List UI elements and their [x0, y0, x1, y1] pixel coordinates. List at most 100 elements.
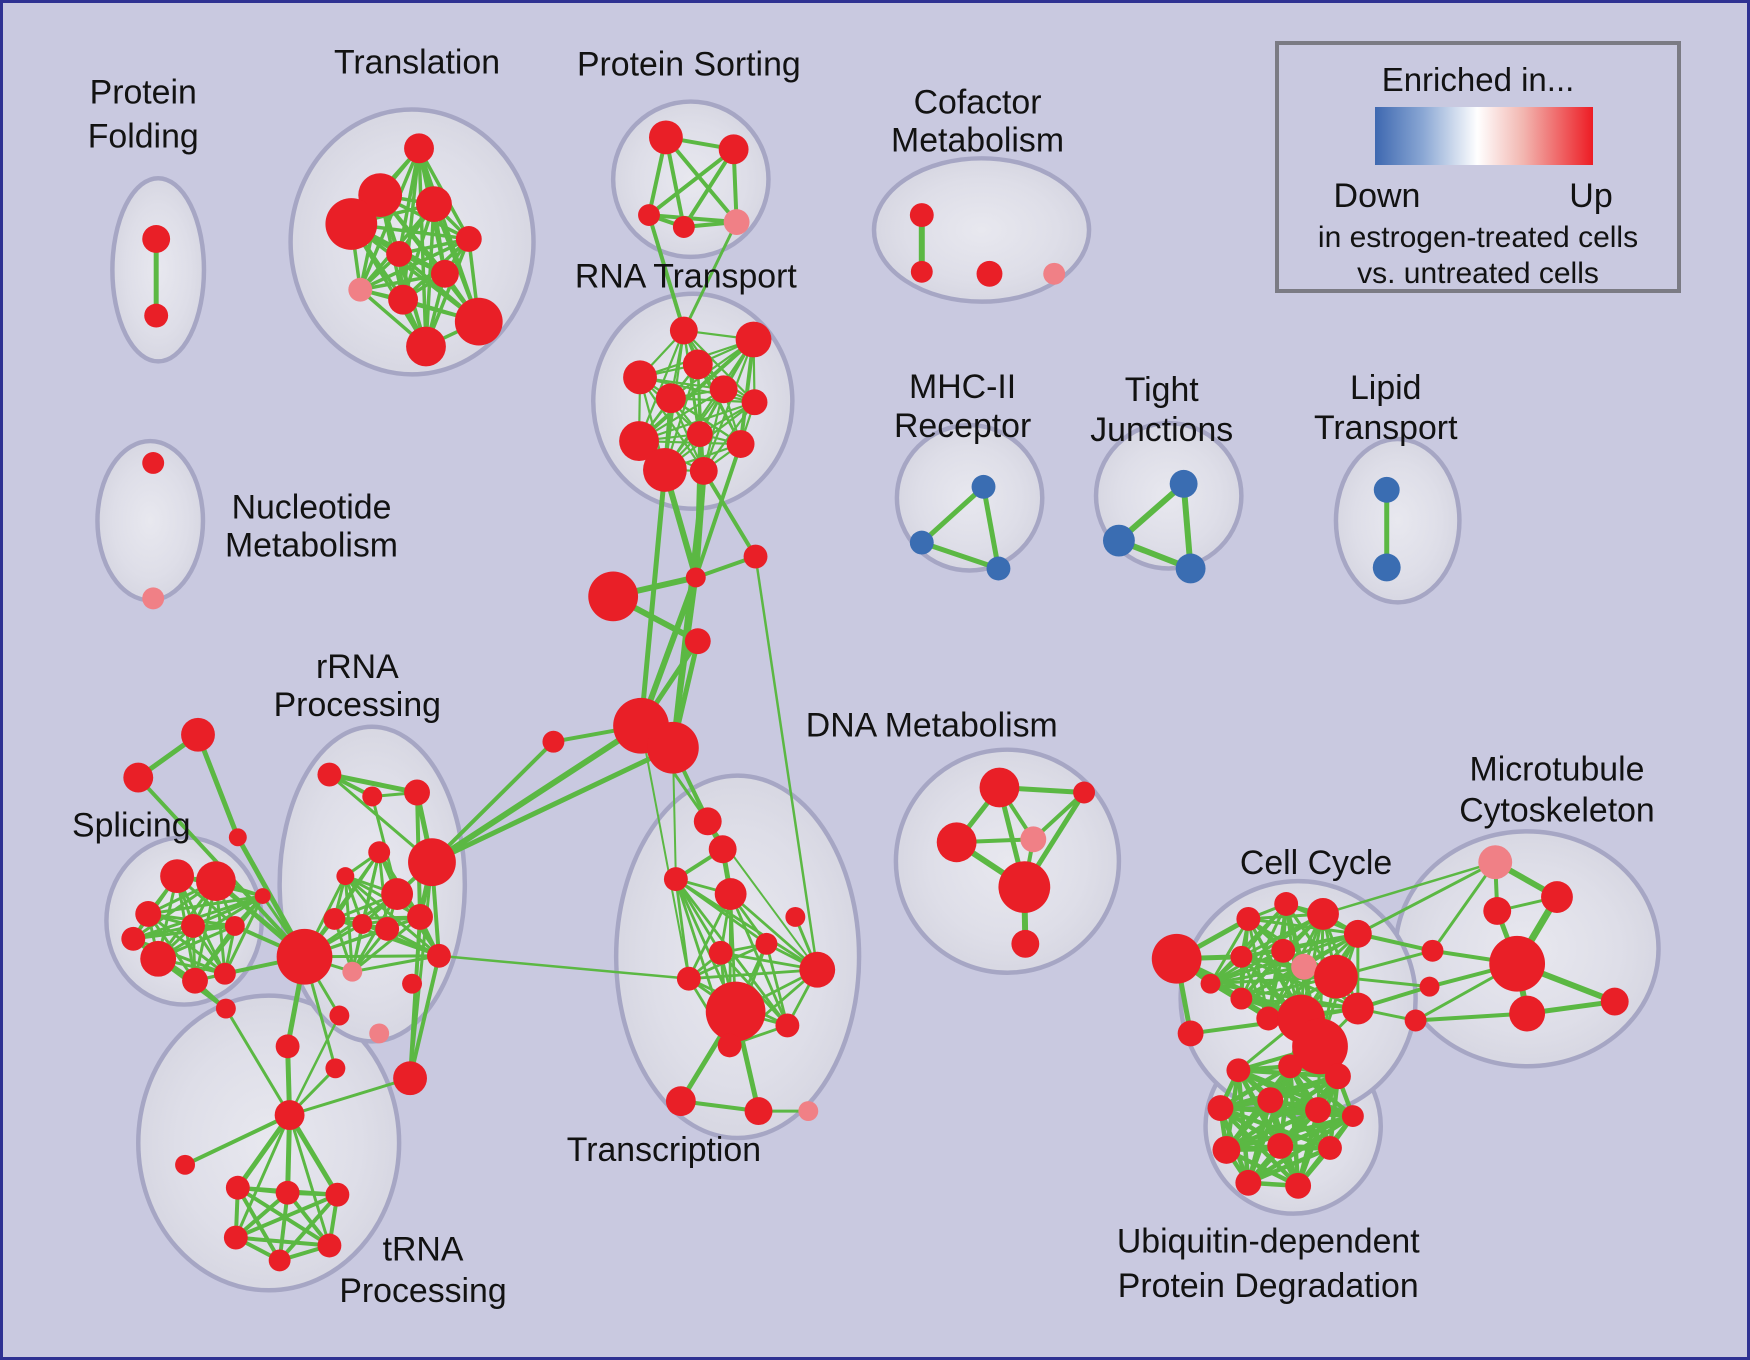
gene-set-node-up [215, 998, 236, 1019]
gene-set-node-up [175, 1154, 196, 1175]
gene-set-node-up [1271, 938, 1296, 963]
legend-caption-line2: vs. untreated cells [1357, 257, 1599, 290]
gene-set-node-up [655, 383, 686, 414]
gene-set-node-up [196, 861, 236, 902]
cluster-rna-transport-label: RNA Transport [575, 258, 797, 296]
gene-set-node-up [416, 186, 452, 223]
gene-set-node-up [1235, 1169, 1262, 1196]
network-edge [430, 740, 555, 864]
gene-set-node-up [336, 867, 355, 886]
gene-set-node-up [144, 303, 169, 328]
cluster-cofactor-metabolism-label: Cofactor [914, 84, 1042, 122]
gene-set-node-up [1278, 1054, 1303, 1079]
gene-set-node-up [317, 1233, 342, 1258]
gene-set-node-up [714, 878, 747, 910]
gene-set-node-up [665, 1086, 696, 1117]
network-edge [1247, 1114, 1355, 1185]
network-edge [1415, 1011, 1528, 1023]
network-edge [236, 1186, 282, 1262]
gene-set-node-up [1483, 897, 1512, 925]
gene-set-node-up [275, 1180, 300, 1205]
network-edge [1247, 1145, 1331, 1185]
gene-set-node-up [542, 730, 565, 753]
network-edge [195, 733, 241, 839]
cluster-protein-sorting-label: Protein Sorting [577, 46, 801, 84]
gene-set-node-slightly-up [1020, 826, 1047, 853]
network-edge [1279, 1113, 1354, 1149]
gene-set-node-up [402, 973, 423, 994]
legend-caption-line1: in estrogen-treated cells [1317, 221, 1639, 254]
gene-set-node-up [368, 841, 391, 864]
network-edge [920, 540, 1000, 571]
gene-set-node-up [213, 962, 236, 985]
gene-set-node-up [909, 203, 934, 228]
network-edge [359, 272, 446, 292]
network-edge [278, 1193, 339, 1262]
gene-set-node-up [408, 838, 456, 887]
gene-set-node-up [1600, 987, 1629, 1016]
gene-set-node-up [726, 430, 755, 458]
gene-set-node-up [1307, 898, 1339, 930]
cluster-nucleotide-metabolism-label: Nucleotide [232, 489, 392, 527]
gene-set-node-up [588, 571, 639, 622]
gene-set-node-slightly-up [1043, 262, 1066, 285]
gene-set-node-up [1267, 1132, 1294, 1159]
gene-set-node-down [1175, 553, 1206, 584]
network-edge [702, 389, 725, 472]
cluster-rrna-processing-label: rRNA [316, 648, 399, 686]
gene-set-node-up [325, 1058, 346, 1079]
gene-set-node-down [1373, 476, 1400, 503]
network-edge [640, 725, 690, 979]
network-edge [682, 148, 736, 229]
gene-set-node-slightly-up [142, 587, 165, 610]
network-edge [647, 147, 735, 217]
network-edge [224, 1007, 291, 1116]
gene-set-node-up [1207, 1095, 1234, 1122]
gene-set-node-up [1292, 1018, 1348, 1075]
gene-set-node-up [160, 859, 195, 894]
network-edge [981, 486, 1001, 569]
gene-set-node-up [325, 198, 378, 250]
network-edge [1219, 1064, 1292, 1111]
network-edge [639, 376, 705, 472]
gene-set-node-up [799, 951, 836, 988]
gene-set-node-up [1073, 781, 1096, 804]
gene-set-node-down [1372, 553, 1401, 582]
gene-set-node-up [404, 133, 434, 164]
gene-set-node-up [362, 786, 383, 807]
cluster-cofactor-metabolism-label: Metabolism [891, 121, 1064, 159]
cluster-splicing-label: Splicing [72, 806, 190, 844]
network-edge [287, 1113, 340, 1196]
gene-set-node-up [910, 260, 933, 283]
cluster-cell-cycle-label: Cell Cycle [1240, 844, 1392, 882]
legend-title: Enriched in... [1381, 61, 1575, 98]
gene-set-node-up [682, 349, 713, 380]
gene-set-node-up [638, 204, 660, 227]
gene-set-node-up [375, 916, 400, 941]
cluster-ubiquitin-degradation-label: Ubiquitin-dependent [1117, 1222, 1420, 1260]
gene-set-node-up [182, 967, 208, 994]
network-edge [1357, 860, 1496, 936]
gene-set-node-up [181, 913, 205, 938]
gene-set-node-up [693, 807, 722, 836]
cluster-tight-junctions-label: Tight [1125, 371, 1200, 409]
gene-set-node-up [672, 216, 695, 238]
gene-set-node-up [1011, 929, 1040, 958]
network-edge [1288, 1064, 1355, 1118]
gene-set-node-up [717, 1033, 742, 1058]
gene-set-node-up [976, 260, 1003, 287]
network-edge [682, 221, 738, 332]
gene-set-node-up [1236, 906, 1261, 931]
cluster-lipid-transport-label: Lipid [1350, 369, 1421, 407]
network-edge [674, 878, 722, 954]
gene-set-node-up [1489, 935, 1546, 992]
gene-set-node-up [1325, 1063, 1351, 1090]
gene-set-node-up [406, 326, 446, 367]
legend-down-label: Down [1333, 177, 1421, 215]
gene-set-node-up [223, 1225, 248, 1250]
network-edge [1431, 861, 1497, 952]
gene-set-node-up [649, 120, 683, 155]
gene-set-node-up [142, 225, 171, 253]
gene-set-node-up [404, 779, 430, 806]
network-edge [147, 894, 263, 916]
